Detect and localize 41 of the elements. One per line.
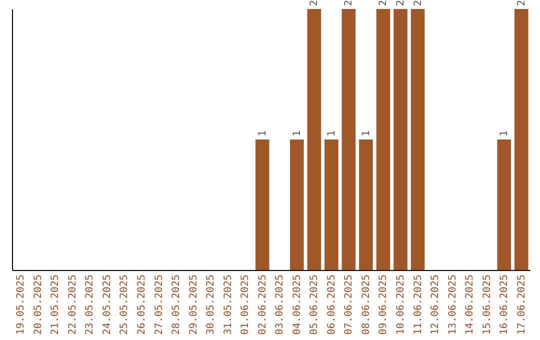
x-tick-label: 30.05.2025 xyxy=(206,274,217,335)
x-tick-label: 08.06.2025 xyxy=(360,274,372,335)
x-tick-label: 14.06.2025 xyxy=(464,274,476,335)
x-tick-label: 16.06.2025 xyxy=(499,274,510,335)
x-tick-label: 17.06.2025 xyxy=(516,274,528,335)
data-label: 1 xyxy=(360,130,372,136)
x-tick-label: 11.06.2025 xyxy=(412,274,424,335)
data-label: 1 xyxy=(257,130,268,136)
data-label: 2 xyxy=(516,0,528,6)
x-tick-label: 28.05.2025 xyxy=(171,274,182,335)
x-tick-label: 10.06.2025 xyxy=(396,274,406,335)
x-tick-label: 29.05.2025 xyxy=(188,274,200,335)
data-label: 1 xyxy=(326,130,338,136)
x-tick-label: 02.06.2025 xyxy=(257,274,268,335)
x-tick-label: 09.06.2025 xyxy=(378,274,390,335)
x-tick-label: 21.05.2025 xyxy=(50,274,62,335)
data-label: 2 xyxy=(412,0,424,6)
x-tick-label: 15.06.2025 xyxy=(482,274,493,335)
x-tick-label: 20.05.2025 xyxy=(32,274,44,335)
x-tick-label: 19.05.2025 xyxy=(16,274,27,335)
x-tick-label: 26.05.2025 xyxy=(136,274,148,335)
x-tick-label: 25.05.2025 xyxy=(119,274,130,335)
data-label: 2 xyxy=(344,0,355,6)
x-tick-label: 22.05.2025 xyxy=(67,274,78,335)
data-label: 1 xyxy=(292,130,303,136)
data-label: 2 xyxy=(309,0,320,6)
x-tick-label: 24.05.2025 xyxy=(102,274,113,335)
data-label: 2 xyxy=(378,0,390,6)
x-tick-label: 12.06.2025 xyxy=(430,274,442,335)
x-tick-label: 05.06.2025 xyxy=(309,274,320,335)
data-label: 2 xyxy=(396,0,406,6)
x-tick-label: 06.06.2025 xyxy=(326,274,338,335)
x-tick-label: 01.06.2025 xyxy=(240,274,252,335)
x-tick-label: 27.05.2025 xyxy=(154,274,165,335)
x-tick-label: 07.06.2025 xyxy=(344,274,355,335)
x-tick-label: 13.06.2025 xyxy=(447,274,458,335)
x-tick-label: 23.05.2025 xyxy=(84,274,96,335)
data-label: 1 xyxy=(499,130,510,136)
x-tick-label: 04.06.2025 xyxy=(292,274,303,335)
x-tick-label: 31.05.2025 xyxy=(222,274,234,335)
x-tick-label: 03.06.2025 xyxy=(274,274,286,335)
